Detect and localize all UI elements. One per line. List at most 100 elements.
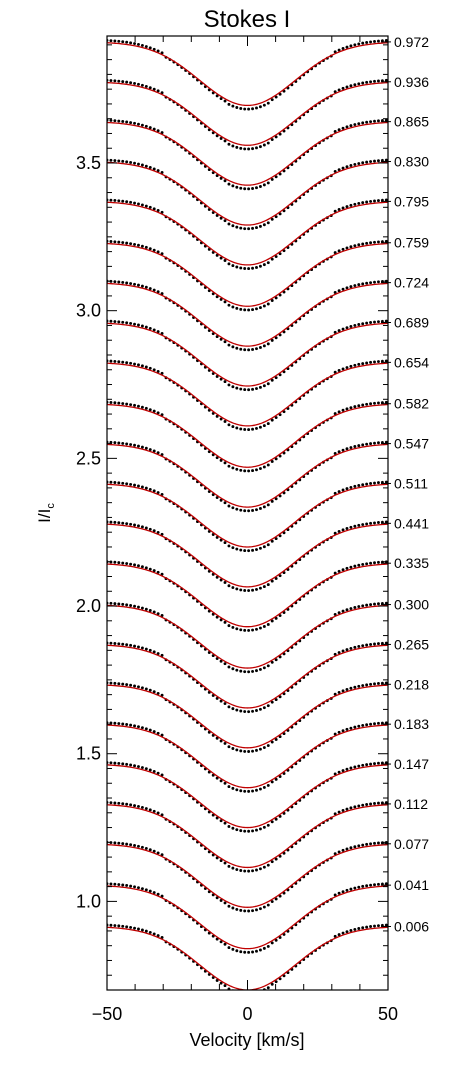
- observation-point: [152, 650, 156, 654]
- observation-point: [227, 544, 231, 548]
- observation-point: [384, 681, 388, 685]
- observation-point: [133, 764, 136, 768]
- observation-point: [125, 842, 129, 846]
- model-line: [107, 81, 388, 146]
- observation-point: [251, 869, 255, 873]
- observation-point: [144, 45, 148, 48]
- observation-point: [231, 866, 235, 870]
- model-line: [107, 42, 388, 107]
- observation-point: [148, 205, 152, 209]
- observation-point: [349, 364, 353, 368]
- observation-point: [255, 828, 258, 832]
- y-tick-label: 1.5: [76, 744, 101, 764]
- observation-point: [377, 801, 380, 805]
- observation-point: [384, 118, 388, 122]
- observation-point: [341, 408, 345, 412]
- observation-point: [223, 541, 227, 545]
- observation-point: [345, 727, 349, 731]
- observation-point: [349, 806, 353, 810]
- observation-point: [215, 736, 219, 740]
- observation-point: [247, 509, 251, 513]
- observation-point: [117, 360, 121, 364]
- observation-point: [361, 644, 365, 648]
- observation-point: [365, 442, 369, 446]
- observation-point: [117, 841, 121, 845]
- observation-point: [109, 601, 113, 605]
- observation-point: [109, 319, 113, 323]
- observation-point: [227, 182, 231, 186]
- observation-point: [349, 245, 353, 249]
- observation-point: [160, 936, 164, 939]
- observation-point: [239, 669, 243, 673]
- observation-point: [160, 332, 164, 335]
- observation-point: [251, 789, 255, 793]
- observation-point: [121, 561, 125, 565]
- phase-labels: 0.006 0.041 0.077 0.112 0.147 0.183 0.218 0.265…: [381, 34, 429, 934]
- observation-point: [266, 342, 270, 346]
- observation-point: [345, 205, 349, 209]
- observation-point: [140, 928, 144, 932]
- observation-point: [239, 107, 243, 110]
- observation-point: [215, 375, 219, 378]
- observation-point: [345, 286, 349, 290]
- observation-point: [369, 521, 373, 525]
- observation-point: [239, 789, 243, 793]
- observation-point: [109, 721, 113, 725]
- observation-point: [156, 330, 160, 334]
- observation-point: [227, 303, 231, 307]
- observation-point: [144, 607, 148, 611]
- observation-point: [223, 340, 227, 344]
- observation-point: [251, 508, 255, 512]
- observation-point: [129, 803, 133, 807]
- observation-point: [117, 682, 121, 686]
- observation-point: [377, 721, 380, 725]
- observation-point: [243, 589, 247, 592]
- observation-point: [251, 348, 255, 351]
- observation-point: [384, 400, 388, 404]
- observation-point: [219, 458, 223, 462]
- observation-point: [345, 326, 349, 330]
- observation-point: [129, 482, 133, 486]
- observation-point: [258, 907, 262, 911]
- observation-point: [353, 123, 357, 127]
- observation-point: [109, 240, 113, 243]
- observation-point: [353, 43, 357, 47]
- observation-point: [384, 480, 388, 484]
- observation-point: [274, 296, 278, 300]
- observation-point: [377, 159, 380, 163]
- observation-point: [357, 444, 361, 448]
- profile-0.689: [107, 319, 388, 392]
- observation-point: [129, 522, 133, 526]
- observation-point: [223, 179, 227, 183]
- observation-point: [274, 497, 278, 501]
- observation-point: [243, 909, 247, 913]
- observation-point: [365, 562, 369, 566]
- observation-point: [365, 402, 369, 406]
- observation-point: [255, 548, 258, 551]
- observation-point: [369, 199, 373, 203]
- observation-point: [377, 79, 380, 83]
- observation-point: [337, 128, 341, 132]
- observation-point: [231, 104, 235, 108]
- observation-point: [156, 811, 160, 815]
- observation-point: [125, 80, 129, 84]
- observation-point: [349, 164, 353, 167]
- observation-point: [125, 120, 129, 124]
- observation-point: [231, 826, 235, 830]
- observation-point: [384, 641, 388, 645]
- observation-point: [219, 618, 223, 622]
- observation-point: [353, 244, 357, 248]
- observation-point: [255, 587, 258, 591]
- observation-point: [113, 159, 117, 162]
- observation-point: [345, 888, 349, 892]
- observation-points: [107, 78, 388, 151]
- observation-point: [247, 992, 250, 995]
- observation-point: [251, 187, 255, 190]
- observation-point: [239, 628, 243, 632]
- observation-point: [152, 207, 156, 211]
- model-line: [107, 764, 388, 829]
- observation-point: [227, 705, 231, 709]
- observation-point: [345, 45, 349, 49]
- observation-point: [341, 528, 345, 532]
- observation-point: [227, 142, 231, 146]
